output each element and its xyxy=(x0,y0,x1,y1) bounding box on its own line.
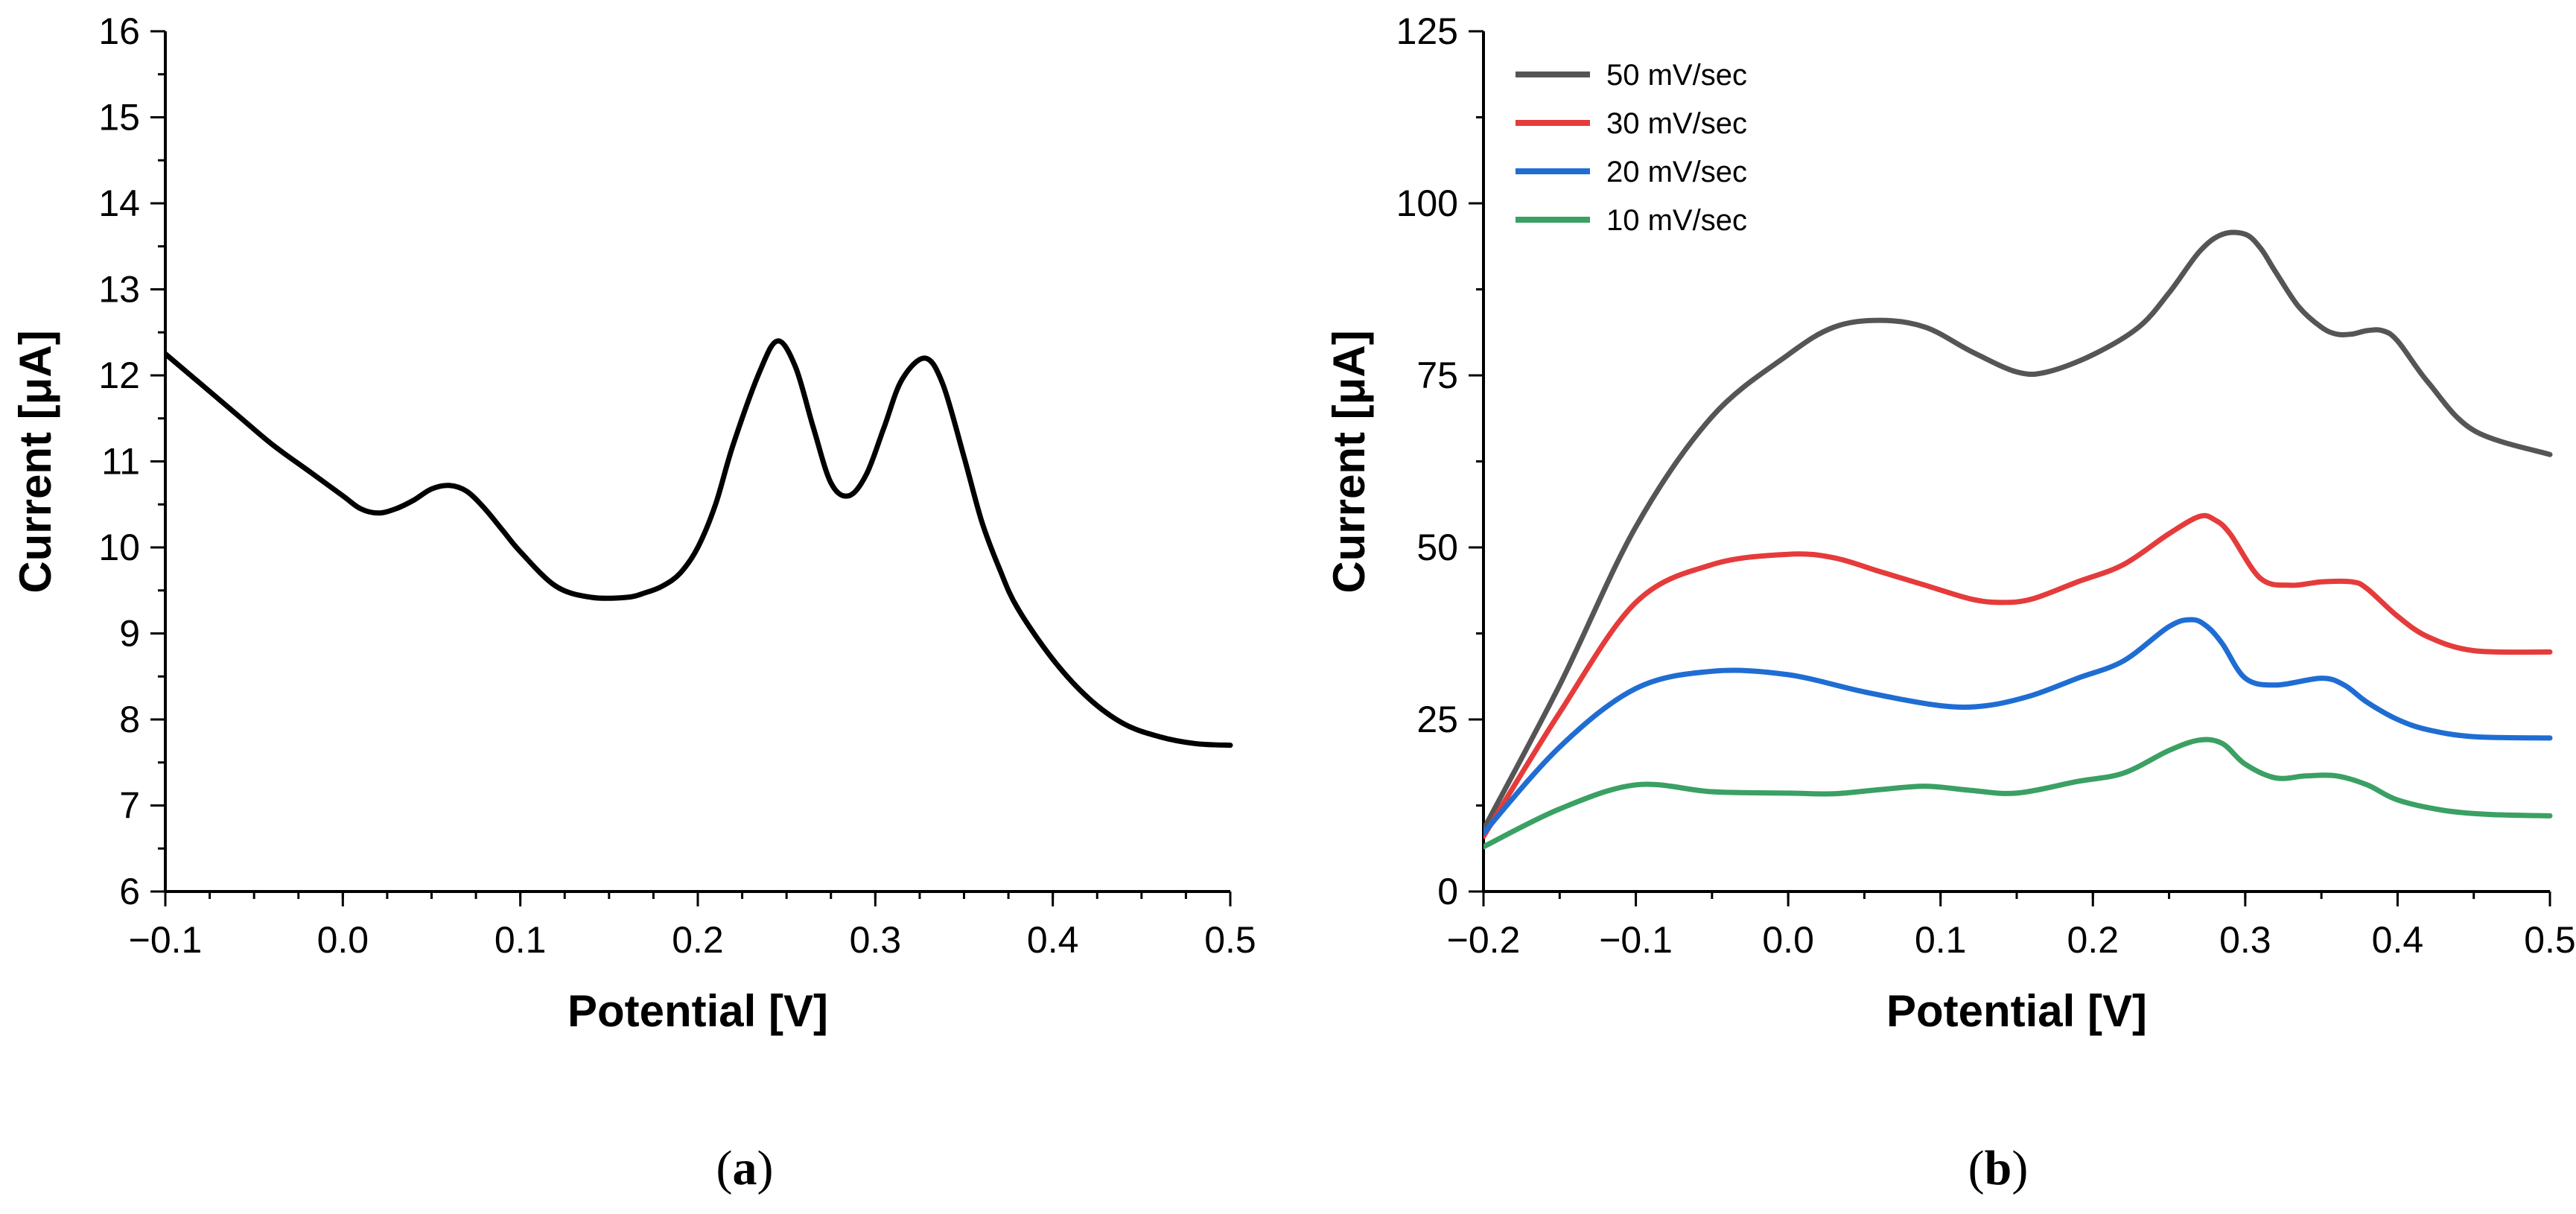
legend-label: 50 mV/sec xyxy=(1606,59,1747,92)
x-tick-label: 0.1 xyxy=(1915,919,1967,961)
y-tick-label: 14 xyxy=(98,182,140,224)
x-tick-label: 0.1 xyxy=(494,919,547,961)
x-axis-title: Potential [V] xyxy=(567,986,828,1036)
legend-label: 30 mV/sec xyxy=(1606,107,1747,140)
x-tick-label: 0.4 xyxy=(1027,919,1079,961)
y-tick-label: 9 xyxy=(119,613,140,655)
y-tick-label: 7 xyxy=(119,785,140,827)
series-line-30-mv-sec xyxy=(1483,512,2553,839)
y-tick-label: 25 xyxy=(1416,699,1458,740)
x-tick-label: 0.4 xyxy=(2372,919,2424,961)
panel-label-close: ) xyxy=(2011,1141,2028,1195)
x-tick-label: 0.2 xyxy=(672,919,724,961)
y-tick-label: 75 xyxy=(1416,355,1458,396)
x-tick-label: 0.3 xyxy=(850,919,902,961)
panel-label: (a) xyxy=(716,1141,774,1195)
y-tick-label: 100 xyxy=(1396,182,1458,224)
x-tick-label: −0.1 xyxy=(1599,919,1673,961)
y-tick-label: 50 xyxy=(1416,527,1458,568)
chart-panel-b: −0.2 −0.1 0.0 0.1 0.2 0.3 0.4 0.5 0 25 50 75 100 125 P… xyxy=(1324,10,2576,1195)
y-tick-label: 10 xyxy=(98,527,140,568)
x-tick-label: −0.1 xyxy=(129,919,203,961)
y-tick-label: 12 xyxy=(98,355,140,396)
x-tick-label: 0.5 xyxy=(1204,919,1256,961)
x-tick-label: 0.2 xyxy=(2067,919,2119,961)
panel-label: (b) xyxy=(1968,1141,2029,1195)
x-tick-label: 0.0 xyxy=(317,919,369,961)
series-line-10-mv-sec xyxy=(1483,737,2553,850)
series-line-50-mv-sec xyxy=(1483,229,2553,833)
y-tick-label: 6 xyxy=(119,871,140,912)
y-tick-label: 16 xyxy=(98,10,140,52)
series-line-dpv xyxy=(165,338,1233,749)
x-tick-label: −0.2 xyxy=(1447,919,1521,961)
panel-label-open: ( xyxy=(716,1141,733,1195)
x-tick-label: 0.0 xyxy=(1762,919,1814,961)
panel-label-close: ) xyxy=(757,1141,774,1195)
y-axis-title: Current [μA] xyxy=(1324,330,1374,593)
y-tick-label: 11 xyxy=(101,441,140,483)
chart-panel-a: −0.1 0.0 0.1 0.2 0.3 0.4 0.5 6 7 8 9 10 11 12 13 14 15 16… xyxy=(10,10,1256,1195)
y-tick-label: 125 xyxy=(1396,10,1458,52)
y-tick-label: 8 xyxy=(119,699,140,740)
x-axis-title: Potential [V] xyxy=(1886,986,2147,1036)
y-tick-label: 0 xyxy=(1437,871,1458,912)
legend-label: 10 mV/sec xyxy=(1606,204,1747,237)
panel-label-letter: a xyxy=(733,1141,757,1195)
panel-label-letter: b xyxy=(1985,1141,2012,1195)
y-tick-label: 13 xyxy=(98,269,140,311)
legend-label: 20 mV/sec xyxy=(1606,156,1747,188)
x-tick-label: 0.5 xyxy=(2524,919,2576,961)
legend: 50 mV/sec 30 mV/sec 20 mV/sec 10 mV/sec xyxy=(1516,59,1747,237)
series-line-20-mv-sec xyxy=(1483,617,2553,836)
panel-label-open: ( xyxy=(1968,1141,1985,1195)
y-tick-label: 15 xyxy=(98,97,140,139)
x-tick-label: 0.3 xyxy=(2219,919,2271,961)
y-axis-title: Current [μA] xyxy=(10,330,60,593)
